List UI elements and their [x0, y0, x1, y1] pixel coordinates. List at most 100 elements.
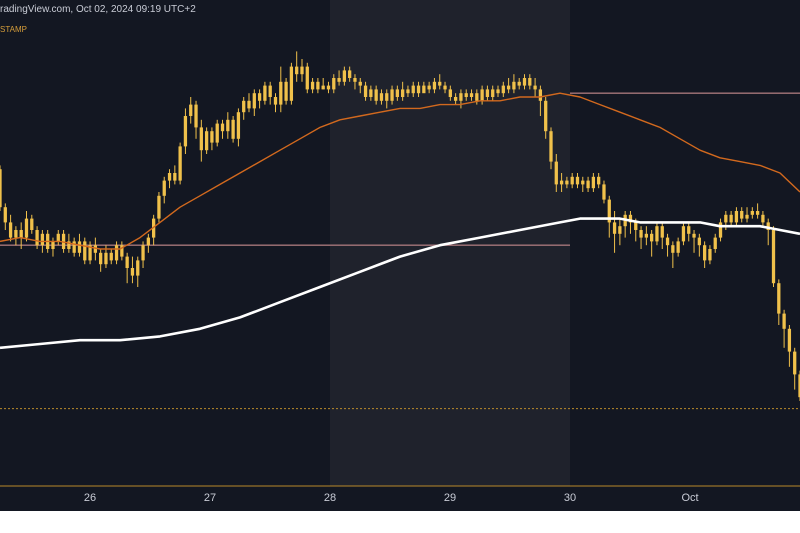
candle-body	[162, 180, 166, 196]
candle	[199, 119, 203, 162]
candle-body	[226, 119, 230, 132]
candle-body	[745, 214, 749, 219]
candle	[114, 241, 119, 265]
candle	[146, 233, 150, 253]
candle-body	[750, 211, 754, 215]
candle-body	[268, 85, 272, 97]
candle	[390, 85, 394, 105]
candle	[226, 112, 230, 139]
candle	[459, 89, 463, 109]
candle	[665, 233, 670, 257]
candle-body	[295, 66, 299, 75]
candle	[257, 89, 262, 109]
candle-body	[453, 97, 458, 101]
candle-body	[263, 85, 267, 101]
candle-body	[157, 195, 161, 219]
candle-body	[215, 123, 219, 143]
candle-body	[554, 161, 558, 185]
candle	[771, 226, 776, 287]
candle	[342, 66, 347, 86]
candle	[581, 176, 585, 192]
candle-body	[432, 81, 437, 90]
candle	[639, 226, 643, 249]
candle	[660, 222, 664, 249]
candle-body	[740, 211, 744, 219]
candle-body	[591, 176, 596, 189]
candle-body	[702, 245, 707, 261]
fast-moving-average-line	[0, 92, 800, 250]
candle-body	[485, 89, 490, 97]
candle	[443, 81, 447, 94]
candle-body	[40, 233, 45, 246]
candle	[130, 256, 135, 284]
candle-body	[528, 78, 532, 86]
candle-body	[793, 351, 797, 375]
candle	[692, 230, 696, 253]
candle	[427, 81, 431, 94]
candle-body	[644, 233, 648, 238]
candle	[109, 249, 113, 265]
candle-body	[671, 245, 675, 253]
candle	[24, 211, 29, 242]
candle	[395, 85, 399, 101]
candle-body	[427, 85, 431, 90]
candle	[422, 81, 426, 94]
candle	[501, 81, 505, 97]
candle-body	[114, 245, 119, 261]
time-axis-background	[0, 486, 800, 511]
candle-body	[141, 245, 145, 261]
candle	[353, 74, 357, 90]
candle	[713, 233, 717, 253]
candle-body	[19, 230, 23, 238]
candle	[591, 173, 596, 192]
candle	[787, 325, 792, 367]
candle-body	[581, 180, 585, 185]
candle-body	[771, 230, 776, 284]
time-axis-tick-label: 28	[324, 492, 336, 504]
candle-body	[252, 93, 256, 109]
candle-body	[533, 85, 537, 90]
candle	[326, 81, 331, 94]
candle	[263, 81, 267, 105]
candle	[30, 214, 34, 234]
candle	[295, 51, 299, 82]
candle-body	[538, 89, 543, 101]
candle-body	[194, 104, 198, 128]
candle	[607, 195, 611, 238]
candle-body	[14, 230, 18, 238]
candle-body	[782, 313, 786, 329]
candle	[167, 169, 172, 189]
candle	[242, 97, 246, 120]
candle-body	[628, 214, 633, 223]
candle-body	[210, 131, 214, 143]
candle-body	[173, 173, 177, 181]
candle-body	[247, 100, 251, 109]
candle	[549, 127, 553, 170]
candle	[618, 218, 622, 246]
candle	[56, 230, 60, 246]
candle	[745, 207, 749, 223]
candle	[358, 78, 362, 94]
candle	[708, 245, 712, 265]
candle	[565, 176, 569, 189]
candle-body	[618, 226, 622, 234]
candle	[252, 89, 256, 116]
candle-body	[146, 237, 150, 246]
candle-body	[787, 328, 792, 352]
candle	[517, 78, 521, 90]
candle-body	[459, 93, 463, 101]
candle	[538, 85, 543, 116]
candle-body	[83, 241, 87, 261]
candle-body	[77, 241, 82, 253]
candle-body	[570, 176, 574, 185]
candle	[14, 226, 18, 246]
candle-body	[438, 81, 442, 86]
candle	[183, 108, 188, 154]
candle-body	[332, 78, 336, 90]
candle-body	[363, 85, 368, 97]
time-axis-tick-label: Oct	[681, 492, 698, 504]
candle	[321, 78, 325, 90]
candle-body	[687, 226, 691, 234]
candle	[798, 370, 800, 401]
candle	[602, 180, 606, 204]
